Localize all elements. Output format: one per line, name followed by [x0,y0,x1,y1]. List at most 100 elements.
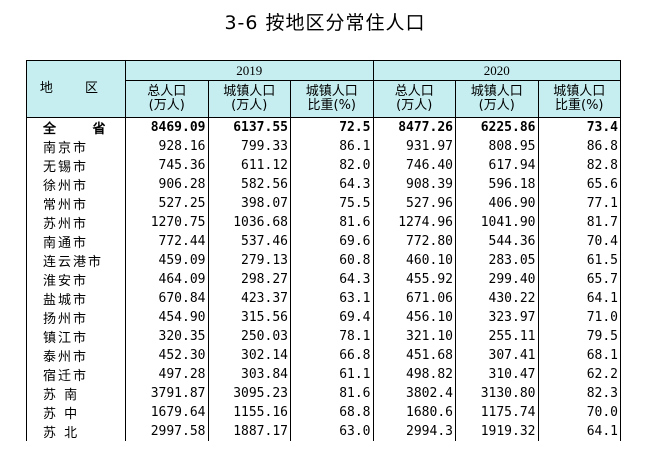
table-row: 泰州市 452.30 302.14 66.8 451.68 307.41 68.1 [26,346,621,365]
value-cell: 82.3 [537,384,621,403]
value-cell: 2994.3 [372,422,456,441]
value-cell: 321.10 [372,327,456,346]
value-cell: 73.4 [537,117,621,137]
column-header-line1: 城镇人口 [305,84,358,99]
value-cell: 69.4 [290,308,374,327]
value-cell: 78.1 [290,327,374,346]
table-row: 宿迁市 497.28 303.84 61.1 498.82 310.47 62.2 [26,365,621,384]
region-name-cell: 泰州市 [26,346,126,365]
value-cell: 65.7 [537,270,621,289]
value-cell: 670.84 [125,289,209,308]
column-header-line2: 比重(%) [307,98,357,113]
value-cell: 1036.68 [207,213,291,232]
column-header: 总人口 (万人) [125,80,209,118]
value-cell: 928.16 [125,137,209,156]
column-header-line2: (万人) [231,98,268,113]
value-cell: 303.84 [207,365,291,384]
table-row: 盐城市 670.84 423.37 63.1 671.06 430.22 64.1 [26,289,621,308]
column-header: 城镇人口 比重(%) [290,80,374,118]
region-name-cell: 南京市 [26,137,126,156]
value-cell: 323.97 [455,308,539,327]
value-cell: 60.8 [290,251,374,270]
value-cell: 746.40 [372,156,456,175]
value-cell: 79.5 [537,327,621,346]
region-name-cell: 扬州市 [26,308,126,327]
table-row: 苏 中 1679.64 1155.16 68.8 1680.6 1175.74 70.0 [26,403,621,422]
value-cell: 65.6 [537,175,621,194]
value-cell: 611.12 [207,156,291,175]
value-cell: 1155.16 [207,403,291,422]
table-row: 南京市 928.16 799.33 86.1 931.97 808.95 86.8 [26,137,621,156]
region-name-cell: 徐州市 [26,175,126,194]
table-row: 镇江市 320.35 250.03 78.1 321.10 255.11 79.5 [26,327,621,346]
value-cell: 279.13 [207,251,291,270]
column-header: 总人口 (万人) [372,80,456,118]
value-cell: 455.92 [372,270,456,289]
value-cell: 406.90 [455,194,539,213]
value-cell: 452.30 [125,346,209,365]
value-cell: 75.5 [290,194,374,213]
value-cell: 931.97 [372,137,456,156]
value-cell: 64.1 [537,422,621,441]
column-header-line1: 城镇人口 [470,84,523,99]
table-row: 常州市 527.25 398.07 75.5 527.96 406.90 77.1 [26,194,621,213]
value-cell: 70.0 [537,403,621,422]
year-header-2019: 2019 [125,60,374,81]
table-row: 苏州市 1270.75 1036.68 81.6 1274.96 1041.90 81.7 [26,213,621,232]
population-table: 地 区 2019 2020 总人口 (万人) 城镇人口 (万人) 城镇人口 比重(%) 总人… [26,60,621,441]
value-cell: 398.07 [207,194,291,213]
region-name-cell: 常州市 [26,194,126,213]
value-cell: 8477.26 [372,117,456,137]
value-cell: 61.5 [537,251,621,270]
region-name-cell: 全 省 [26,117,126,137]
value-cell: 307.41 [455,346,539,365]
value-cell: 81.6 [290,213,374,232]
value-cell: 596.18 [455,175,539,194]
value-cell: 423.37 [207,289,291,308]
value-cell: 745.36 [125,156,209,175]
value-cell: 71.0 [537,308,621,327]
column-header-line1: 总人口 [147,84,187,99]
value-cell: 68.8 [290,403,374,422]
value-cell: 772.44 [125,232,209,251]
value-cell: 69.6 [290,232,374,251]
table-row: 扬州市 454.90 315.56 69.4 456.10 323.97 71.0 [26,308,621,327]
value-cell: 66.8 [290,346,374,365]
value-cell: 298.27 [207,270,291,289]
value-cell: 250.03 [207,327,291,346]
column-header: 城镇人口 比重(%) [537,80,621,118]
table-row: 淮安市 464.09 298.27 64.3 455.92 299.40 65.7 [26,270,621,289]
value-cell: 459.09 [125,251,209,270]
column-header-line1: 城镇人口 [553,84,606,99]
region-name-cell: 苏州市 [26,213,126,232]
value-cell: 82.8 [537,156,621,175]
value-cell: 255.11 [455,327,539,346]
region-name-cell: 淮安市 [26,270,126,289]
value-cell: 908.39 [372,175,456,194]
column-header-line2: (万人) [396,98,433,113]
value-cell: 1887.17 [207,422,291,441]
table-row: 连云港市 459.09 279.13 60.8 460.10 283.05 61.5 [26,251,621,270]
region-name-cell: 苏 南 [26,384,126,403]
value-cell: 302.14 [207,346,291,365]
region-name-cell: 连云港市 [26,251,126,270]
value-cell: 72.5 [290,117,374,137]
value-cell: 1041.90 [455,213,539,232]
value-cell: 582.56 [207,175,291,194]
value-cell: 1175.74 [455,403,539,422]
value-cell: 6137.55 [207,117,291,137]
value-cell: 64.3 [290,175,374,194]
value-cell: 64.3 [290,270,374,289]
value-cell: 1919.32 [455,422,539,441]
value-cell: 544.36 [455,232,539,251]
column-header-line1: 城镇人口 [223,84,276,99]
column-header-line2: (万人) [478,98,515,113]
year-header-2020: 2020 [372,60,621,81]
value-cell: 799.33 [207,137,291,156]
table-row: 无锡市 745.36 611.12 82.0 746.40 617.94 82.8 [26,156,621,175]
column-header-line2: (万人) [148,98,185,113]
value-cell: 320.35 [125,327,209,346]
value-cell: 3791.87 [125,384,209,403]
value-cell: 3802.4 [372,384,456,403]
value-cell: 497.28 [125,365,209,384]
